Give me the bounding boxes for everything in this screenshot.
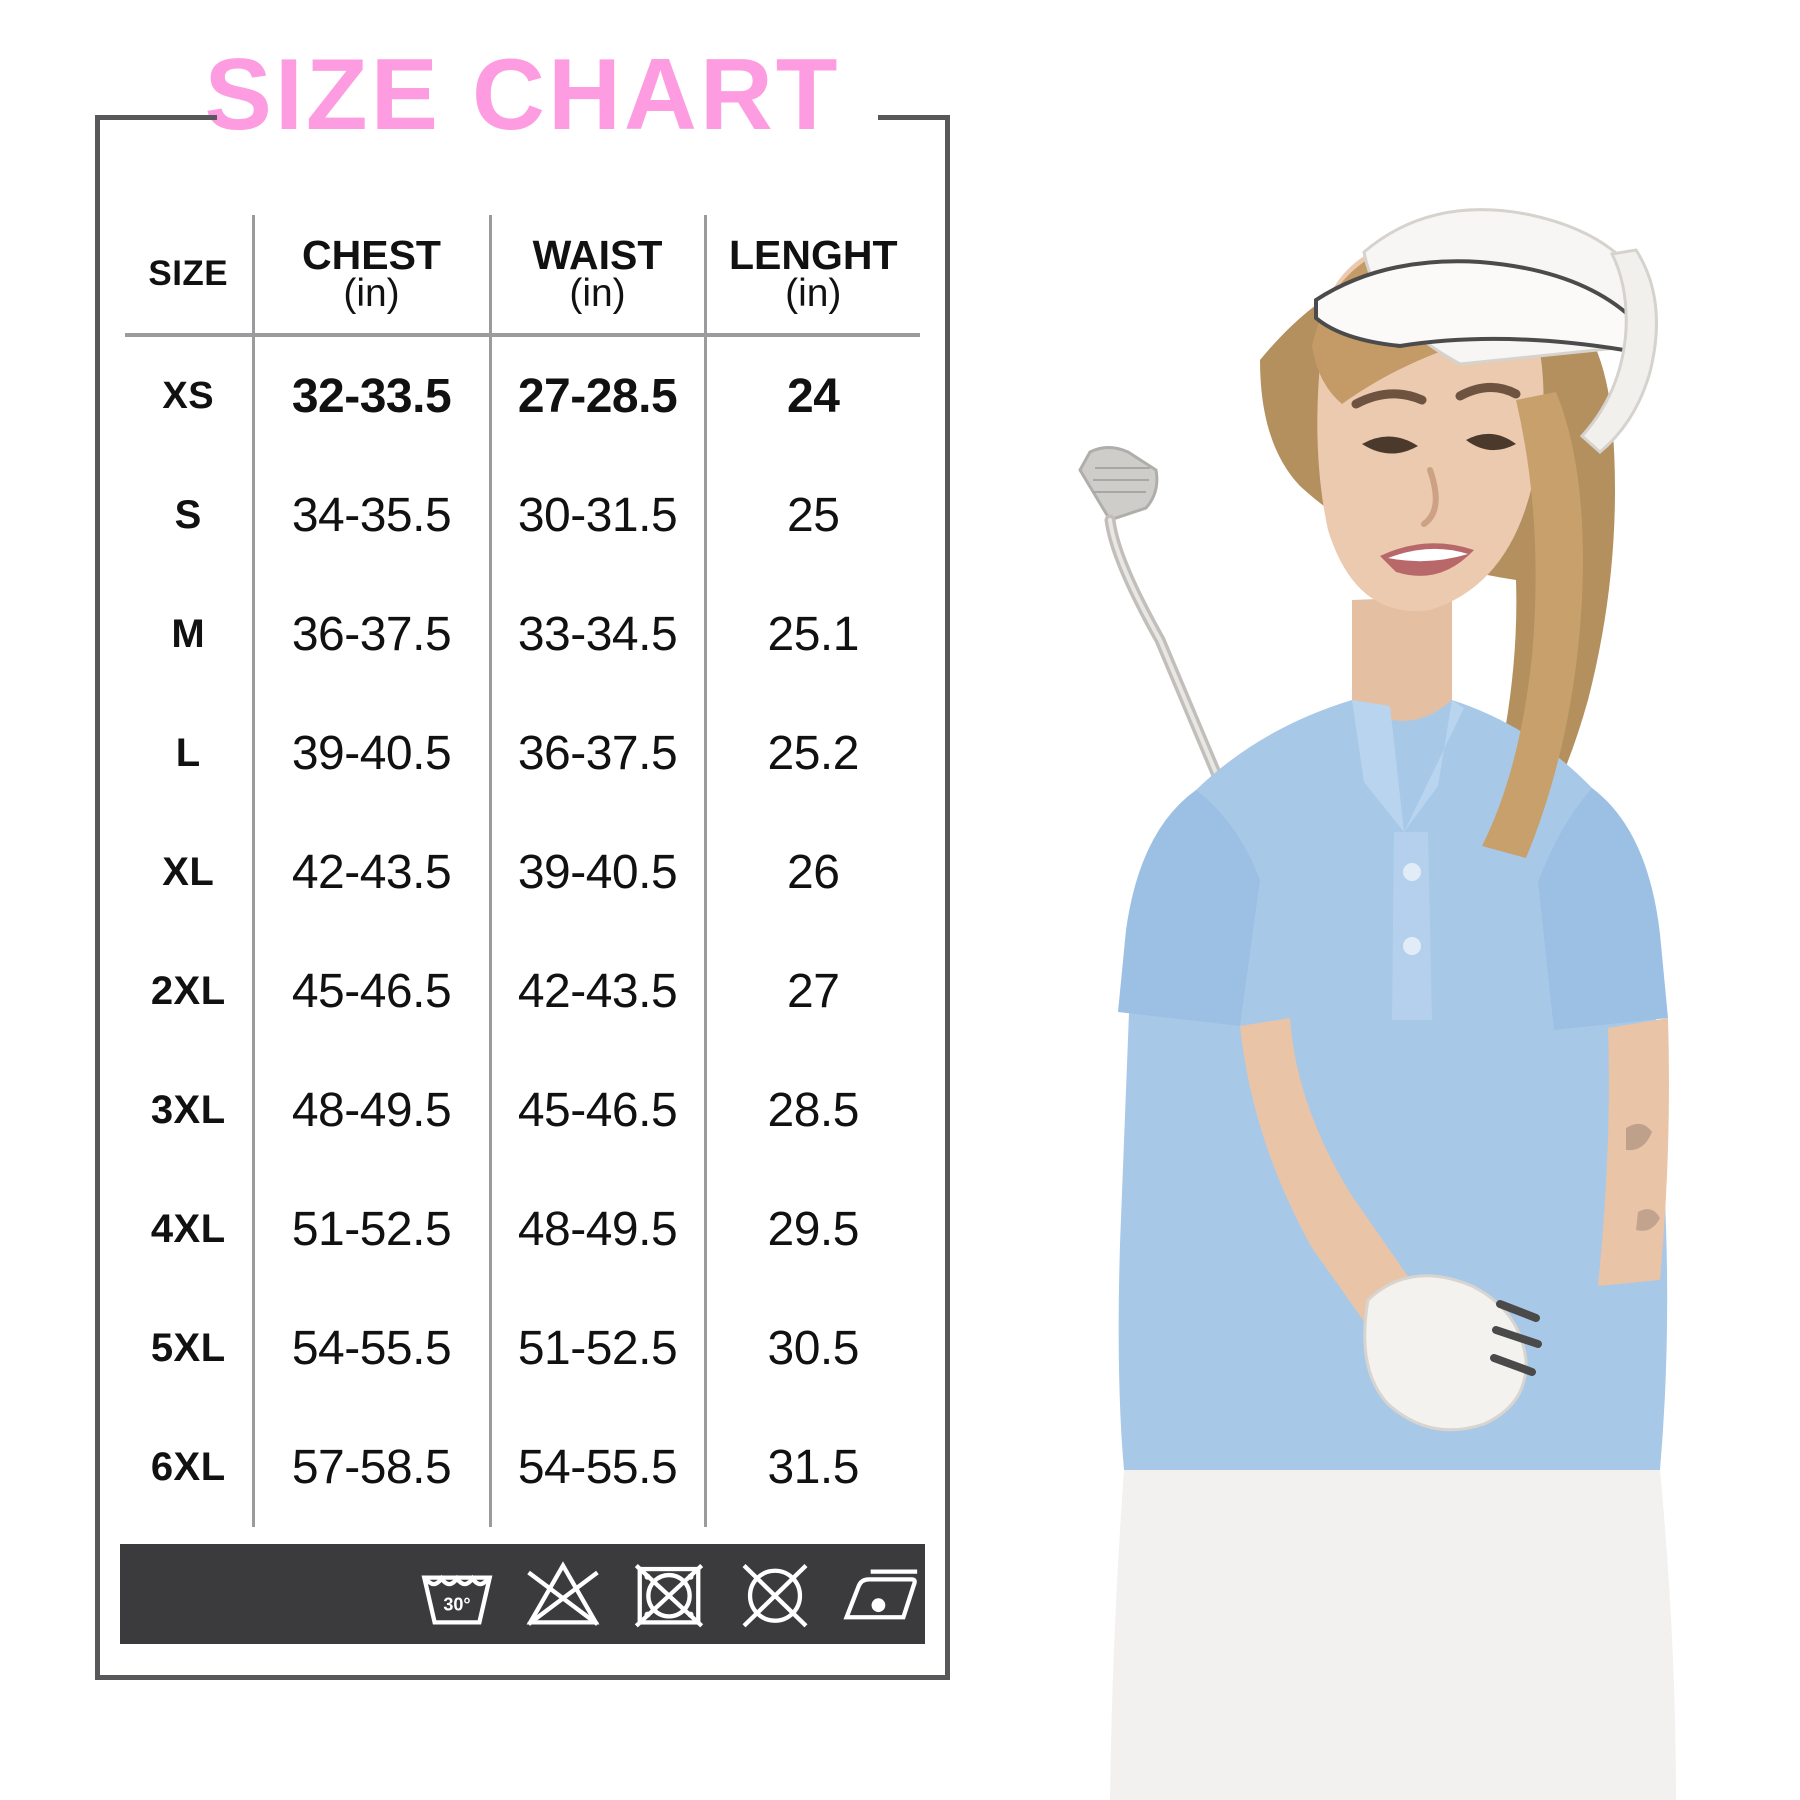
frame-border-left: [95, 115, 100, 1680]
column-header-chest-unit: (in): [343, 272, 400, 316]
cell-waist: 45-46.5: [488, 1051, 705, 1170]
frame-border-right: [945, 115, 950, 1680]
cell-waist: 51-52.5: [488, 1289, 705, 1408]
table-header-row: SIZE CHEST (in) WAIST (in) LENGHT (in): [125, 215, 920, 337]
cell-length: 31.5: [703, 1408, 920, 1527]
cell-chest: 39-40.5: [251, 694, 490, 813]
column-header-waist: WAIST (in): [488, 215, 705, 337]
cell-chest: 45-46.5: [251, 932, 490, 1051]
care-instructions-bar: 30°: [120, 1544, 925, 1644]
cell-size: 2XL: [150, 969, 226, 1013]
no-tumble-dry-icon: [625, 1557, 713, 1631]
cell-waist: 27-28.5: [488, 335, 705, 456]
cell-chest: 32-33.5: [251, 335, 490, 456]
cell-chest: 51-52.5: [251, 1170, 490, 1289]
cell-length: 25.1: [703, 575, 920, 694]
cell-size: S: [174, 493, 202, 537]
table-row: M 36-37.5 33-34.5 25.1: [125, 575, 920, 694]
column-header-chest: CHEST (in): [251, 215, 490, 337]
golf-glove: [1363, 1274, 1542, 1432]
visor-cap: [1314, 208, 1658, 454]
column-header-size: SIZE: [125, 215, 253, 337]
no-bleach-icon: [519, 1557, 607, 1631]
measurements-table: SIZE CHEST (in) WAIST (in) LENGHT (in): [125, 215, 920, 1527]
cell-size: XS: [162, 375, 215, 417]
cell-length: 24: [703, 335, 920, 456]
product-photo: [960, 0, 1800, 1800]
wash-30-icon: 30°: [413, 1557, 501, 1631]
table-row: L 39-40.5 36-37.5 25.2: [125, 694, 920, 813]
cell-chest: 36-37.5: [251, 575, 490, 694]
page-title: SIZE CHART: [204, 39, 841, 151]
cell-waist: 30-31.5: [488, 456, 705, 575]
cell-length: 25.2: [703, 694, 920, 813]
cell-waist: 48-49.5: [488, 1170, 705, 1289]
cell-size: 4XL: [150, 1207, 226, 1251]
table-row: 5XL 54-55.5 51-52.5 30.5: [125, 1289, 920, 1408]
table-row: 6XL 57-58.5 54-55.5 31.5: [125, 1408, 920, 1527]
wash-temp-label: 30°: [443, 1594, 470, 1614]
cell-length: 28.5: [703, 1051, 920, 1170]
column-header-length: LENGHT (in): [703, 215, 920, 337]
frame-border-top-right: [878, 115, 950, 120]
cell-length: 29.5: [703, 1170, 920, 1289]
cell-size: L: [175, 731, 201, 775]
cell-size: 6XL: [150, 1445, 226, 1489]
cell-length: 30.5: [703, 1289, 920, 1408]
cell-length: 27: [703, 932, 920, 1051]
column-header-length-label: LENGHT: [728, 231, 898, 278]
cell-chest: 48-49.5: [251, 1051, 490, 1170]
cell-size: 3XL: [150, 1088, 226, 1132]
table-row: 2XL 45-46.5 42-43.5 27: [125, 932, 920, 1051]
table-row: XL 42-43.5 39-40.5 26: [125, 813, 920, 932]
cell-chest: 57-58.5: [251, 1408, 490, 1527]
cell-waist: 42-43.5: [488, 932, 705, 1051]
cell-length: 25: [703, 456, 920, 575]
cell-chest: 34-35.5: [251, 456, 490, 575]
no-dry-clean-icon: [731, 1557, 819, 1631]
size-chart-panel: SIZE CHEST (in) WAIST (in) LENGHT (in): [95, 115, 950, 1680]
cell-chest: 42-43.5: [251, 813, 490, 932]
cell-waist: 54-55.5: [488, 1408, 705, 1527]
frame-border-top-left: [95, 115, 217, 120]
column-header-waist-label: WAIST: [532, 231, 663, 278]
cell-chest: 54-55.5: [251, 1289, 490, 1408]
table-row: S 34-35.5 30-31.5 25: [125, 456, 920, 575]
table-row: 3XL 48-49.5 45-46.5 28.5: [125, 1051, 920, 1170]
cell-waist: 39-40.5: [488, 813, 705, 932]
cell-length: 26: [703, 813, 920, 932]
frame-border-bottom: [95, 1675, 950, 1680]
polo-shirt: [1118, 700, 1668, 1470]
cell-waist: 33-34.5: [488, 575, 705, 694]
column-header-chest-label: CHEST: [302, 231, 441, 278]
cell-size: XL: [162, 850, 215, 894]
table-row: 4XL 51-52.5 48-49.5 29.5: [125, 1170, 920, 1289]
cell-size: M: [171, 612, 206, 656]
table-row: XS 32-33.5 27-28.5 24: [125, 335, 920, 456]
column-header-length-unit: (in): [785, 272, 842, 316]
cell-waist: 36-37.5: [488, 694, 705, 813]
cell-size: 5XL: [150, 1326, 226, 1370]
column-header-waist-unit: (in): [569, 272, 626, 316]
iron-low-icon: [837, 1557, 925, 1631]
